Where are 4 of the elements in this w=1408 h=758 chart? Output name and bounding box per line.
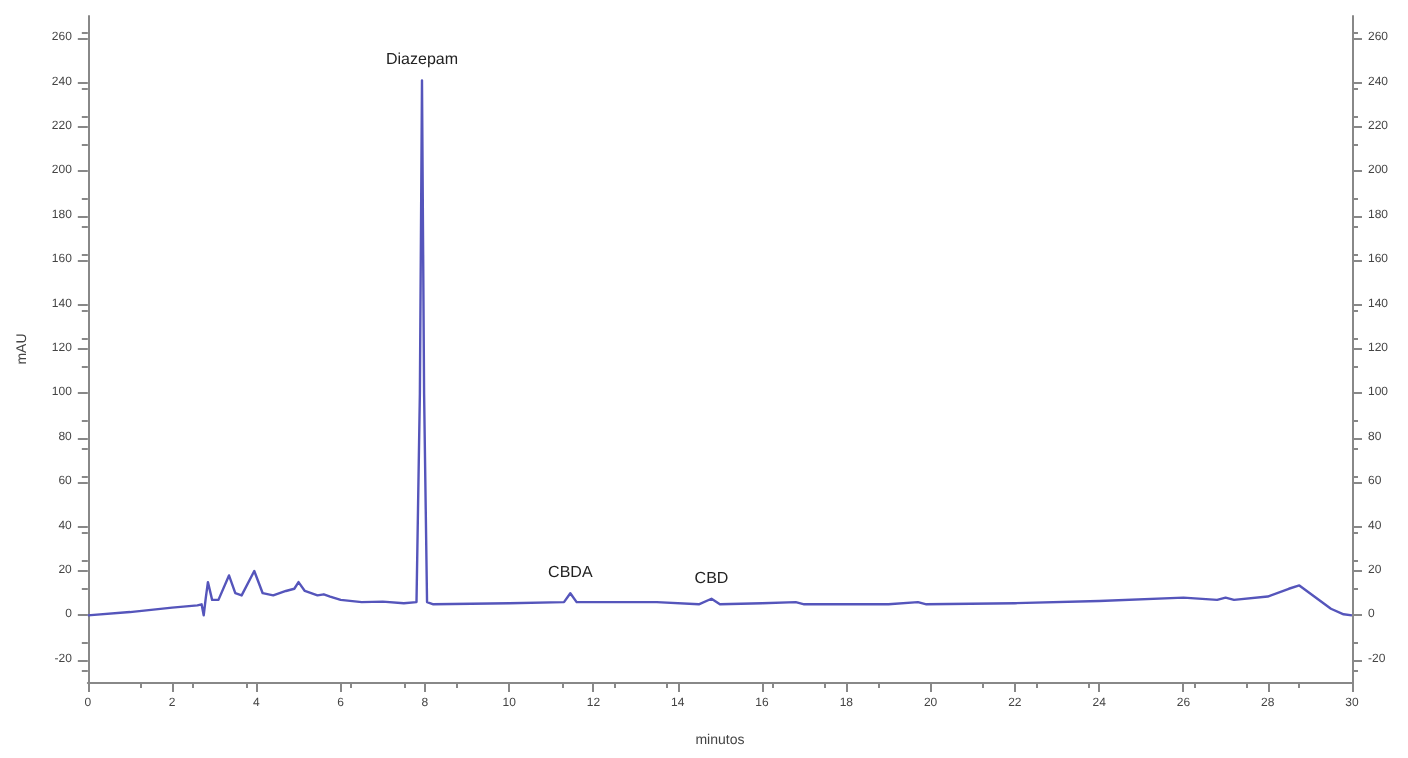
annotation: Diazepam	[385, 50, 459, 69]
line-series	[86, 79, 1354, 617]
annotation: CBDA	[548, 563, 594, 582]
annotation: CBD	[694, 568, 729, 587]
